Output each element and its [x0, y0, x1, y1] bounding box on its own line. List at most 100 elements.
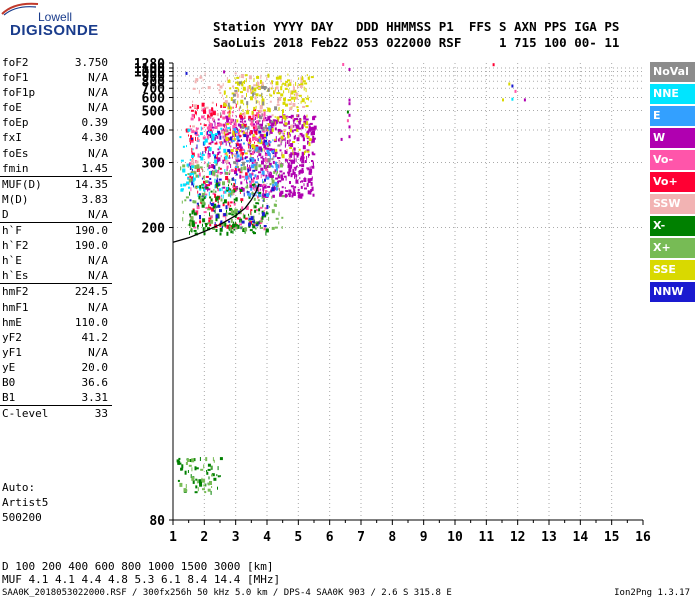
echo-point — [226, 160, 229, 164]
echo-point — [261, 113, 263, 118]
echo-point — [258, 87, 261, 90]
echo-point — [280, 174, 283, 179]
echo-point — [292, 149, 294, 153]
echo-point — [275, 177, 279, 180]
echo-point — [225, 205, 228, 210]
echo-point — [198, 479, 202, 484]
echo-point — [200, 195, 204, 198]
echo-point — [226, 129, 229, 133]
echo-point — [295, 179, 299, 184]
echo-point — [262, 118, 265, 122]
echo-point — [218, 178, 222, 181]
echo-point — [190, 216, 194, 221]
param-value: 4.30 — [81, 131, 109, 145]
echo-point — [256, 75, 260, 79]
echo-point — [177, 479, 180, 482]
echo-point — [264, 190, 267, 194]
echo-point — [215, 182, 219, 187]
echo-point — [213, 117, 215, 122]
echo-point — [182, 467, 184, 471]
echo-point — [231, 156, 233, 159]
echo-point — [261, 160, 264, 165]
echo-point — [293, 136, 296, 140]
echo-point — [222, 116, 226, 120]
x-tick-label: 13 — [541, 530, 557, 545]
echo-point — [289, 147, 293, 149]
echo-point — [204, 227, 206, 231]
echo-point — [194, 132, 197, 135]
echo-point — [276, 116, 280, 120]
echo-point — [258, 153, 262, 157]
echo-point — [251, 172, 253, 175]
echo-point — [270, 94, 273, 97]
echo-point — [209, 181, 213, 185]
echo-point — [296, 165, 298, 168]
echo-point — [284, 137, 286, 142]
echo-point — [313, 115, 317, 118]
echo-point — [300, 118, 302, 121]
echo-point — [269, 148, 273, 152]
echo-point — [284, 132, 285, 135]
echo-point — [280, 79, 282, 83]
echo-point — [307, 180, 311, 183]
echo-point — [267, 116, 271, 121]
echo-point — [246, 160, 249, 163]
echo-point — [235, 103, 237, 108]
echo-point — [213, 136, 216, 141]
echo-point — [275, 81, 279, 86]
echo-point — [233, 198, 236, 201]
echo-point — [252, 126, 255, 129]
echo-point — [196, 164, 200, 169]
echo-point — [279, 115, 283, 118]
echo-point — [236, 187, 238, 190]
echo-point — [208, 164, 211, 169]
legend-item-x-: X- — [650, 216, 695, 236]
echo-point — [218, 182, 221, 184]
echo-point — [238, 187, 241, 190]
legend-item-x-: X+ — [650, 238, 695, 258]
param-value: 224.5 — [74, 285, 108, 299]
echo-point — [277, 170, 278, 174]
echo-point — [257, 182, 259, 185]
echo-point — [283, 129, 287, 131]
param-row: yF1 N/A — [0, 345, 112, 360]
echo-point — [224, 155, 228, 160]
echo-point — [257, 81, 260, 86]
echo-point — [194, 232, 198, 236]
echo-point — [257, 100, 259, 104]
echo-point — [222, 128, 224, 131]
param-row: hmF2 224.5 — [0, 283, 112, 299]
echo-point — [240, 81, 243, 86]
echo-point — [185, 462, 188, 465]
echo-point — [290, 143, 294, 147]
echo-point — [222, 194, 224, 199]
echo-point — [275, 167, 278, 171]
echo-point — [231, 183, 233, 186]
echo-point — [189, 138, 191, 142]
echo-point — [203, 188, 206, 192]
echo-point — [223, 148, 227, 153]
echo-point — [268, 216, 270, 221]
echo-point — [207, 146, 210, 149]
echo-point — [274, 106, 278, 111]
echo-point — [191, 162, 195, 166]
echo-point — [273, 140, 277, 143]
echo-point — [202, 183, 204, 188]
echo-point — [210, 198, 213, 202]
echo-point — [202, 175, 205, 179]
echo-point — [208, 219, 212, 224]
echo-point — [214, 209, 216, 214]
echo-point — [263, 227, 266, 231]
trace-curve — [172, 183, 260, 243]
echo-point — [254, 148, 256, 152]
echo-point — [310, 177, 313, 181]
echo-point — [218, 89, 221, 92]
echo-point — [200, 126, 202, 131]
echo-point — [202, 86, 204, 89]
echo-point — [227, 193, 231, 197]
echo-point — [298, 77, 300, 80]
x-tick-label: 6 — [326, 530, 334, 545]
echo-point — [502, 98, 504, 102]
echo-point — [265, 168, 269, 171]
echo-point — [259, 188, 261, 191]
